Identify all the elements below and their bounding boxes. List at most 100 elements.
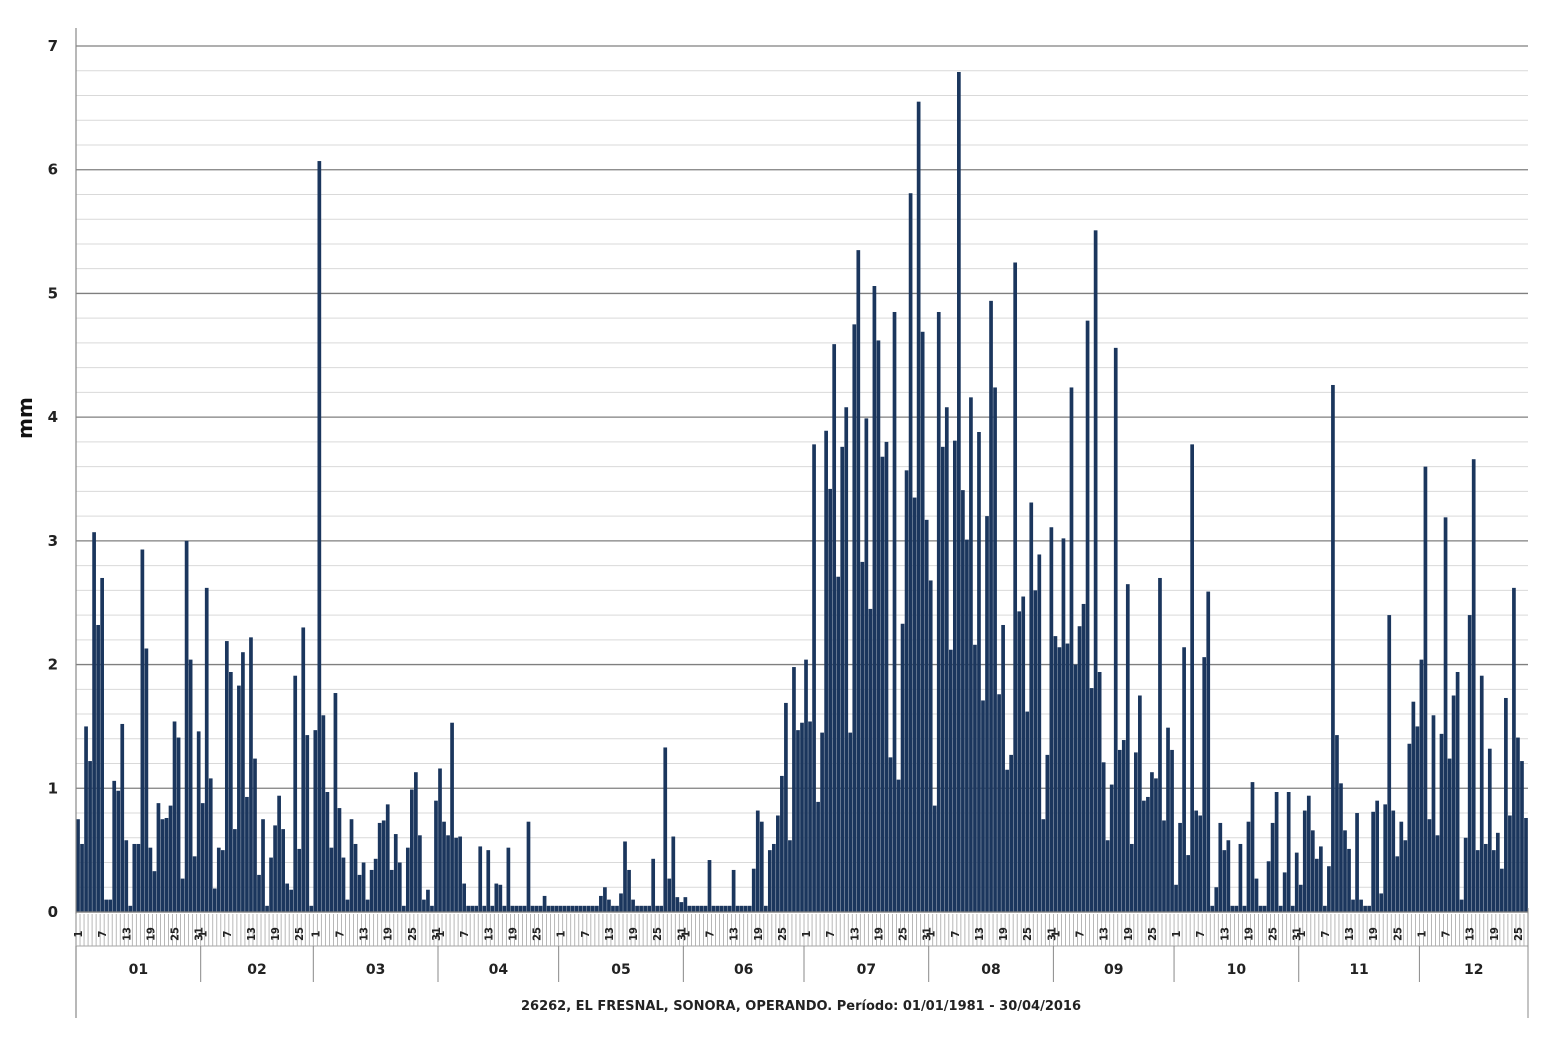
bar [405,847,410,912]
day-tick-label: 19 [872,927,885,941]
bar [856,250,861,912]
bar [84,726,88,912]
bar [912,497,917,912]
bar [1314,858,1319,912]
day-tick-label: 1 [72,930,85,937]
bar [152,871,157,912]
day-tick-label: 7 [1319,930,1332,937]
bar [1057,647,1062,912]
bar [1097,671,1102,912]
day-tick-label: 31 [1291,927,1304,941]
bar [1162,820,1166,912]
bar [1302,810,1307,912]
bar [482,905,487,912]
bar [1419,659,1424,912]
bar [554,905,559,912]
bar [615,905,619,912]
bar [172,721,177,912]
bar [1081,603,1086,912]
bar [558,905,563,912]
day-tick-label: 7 [1194,930,1207,937]
bar [780,775,784,912]
day-tick-label: 13 [482,927,495,941]
day-tick-label: 1 [309,930,322,937]
bar [876,340,881,912]
y-tick-label: 4 [48,408,58,426]
bar [450,722,454,912]
bar [1045,754,1050,912]
bar [623,841,627,912]
bar [462,883,466,912]
day-tick-label: 1 [679,930,692,937]
bar [920,331,925,912]
bar [237,685,241,912]
bar [936,311,941,912]
day-tick-label: 13 [245,927,258,941]
y-tick-label: 2 [48,656,58,674]
bar [518,905,523,912]
month-tick-label: 03 [366,962,385,978]
bar [446,835,450,912]
bar [1033,590,1038,912]
y-tick-label: 7 [48,37,58,55]
month-tick-label: 11 [1349,962,1368,978]
bar [1455,671,1460,912]
bar [188,659,193,912]
bar [944,407,949,912]
bar [397,862,402,912]
bar [973,644,977,912]
bar [160,819,165,912]
bar [241,652,245,912]
bar [1375,800,1380,912]
bar [1258,905,1263,912]
bar [1323,905,1327,912]
bar [1415,726,1420,912]
bar [888,757,893,912]
bar [377,822,382,912]
bar [277,795,281,912]
bar [884,441,889,912]
bar [1190,444,1194,912]
bar [864,418,869,912]
day-tick-label: 7 [579,930,592,937]
bar [788,840,792,912]
month-tick-label: 01 [129,962,148,978]
bar [824,430,828,912]
day-tick-label: 13 [120,927,133,941]
day-tick-label: 1 [1170,930,1183,937]
bar [932,805,937,912]
month-tick-label: 08 [981,962,1000,978]
bar [723,905,728,912]
bar [711,905,716,912]
day-tick-label: 25 [776,927,789,941]
bar [80,843,84,912]
bar [957,71,961,913]
bar [904,470,909,912]
bar [627,869,631,912]
bar [1061,538,1066,912]
bar [683,897,688,912]
bar [1467,615,1472,912]
bar [1335,735,1339,912]
bar [550,905,555,912]
bar [265,905,269,912]
bar [341,857,346,912]
bar [965,539,969,912]
bar [285,883,290,912]
bar [671,836,676,912]
bar [1399,821,1404,912]
day-tick-label: 25 [651,927,664,941]
day-tick-label: 13 [848,927,861,941]
bar [908,193,913,913]
bar [763,905,768,912]
bar [977,431,981,912]
bar [1403,840,1408,912]
bar [1395,856,1400,912]
bar [607,899,611,912]
bar [1041,819,1046,912]
bar [687,905,692,912]
bar [1351,899,1355,912]
bar [566,905,571,912]
bar [1387,615,1392,912]
month-tick-label: 05 [611,962,630,978]
